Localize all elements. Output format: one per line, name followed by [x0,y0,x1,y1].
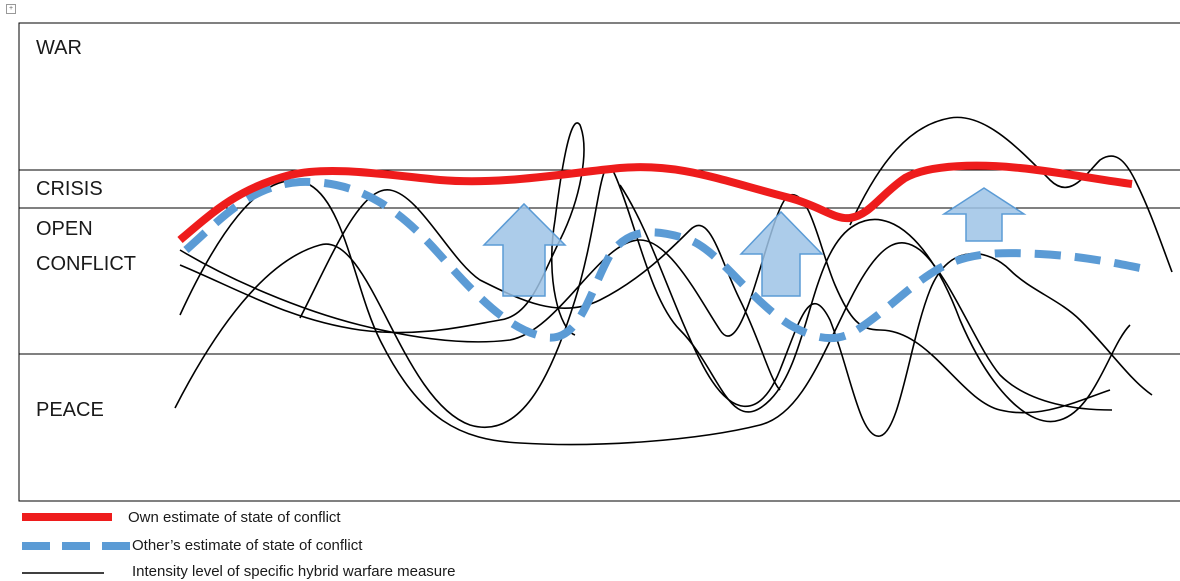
move-handle-icon[interactable]: + [6,4,16,14]
measure-line [179,179,1113,446]
others-estimate-line [183,177,1141,343]
zone-label-open: OPEN [36,218,93,240]
measure-lines [174,116,1173,446]
measure-line [179,194,1111,414]
measure-line [619,184,1153,437]
up-arrow-icon [482,202,567,297]
zone-label-war: WAR [36,37,82,59]
up-arrow-icon [739,210,824,297]
measure-line [174,166,1131,428]
own-estimate-line [177,161,1133,244]
zone-label-peace: PEACE [36,399,104,421]
diagram-frame [18,22,1180,502]
measure-line [849,116,1173,273]
zone-label-conflict: CONFLICT [36,253,136,275]
up-arrow-icon [941,187,1027,242]
legend-intensity-label: Intensity level of specific hybrid warfa… [132,563,456,580]
legend-own-label: Own estimate of state of conflict [128,509,341,526]
legend-others-label: Other’s estimate of state of conflict [132,537,363,554]
zone-label-crisis: CRISIS [36,178,103,200]
